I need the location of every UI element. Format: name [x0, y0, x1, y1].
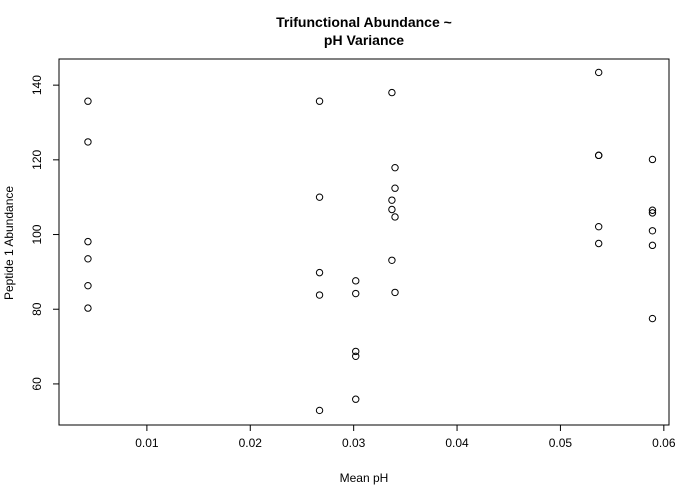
chart-title-line-1: Trifunctional Abundance ~ — [276, 14, 452, 30]
data-point — [352, 395, 360, 403]
data-point — [352, 352, 360, 360]
x-tick-label: 0.02 — [239, 436, 263, 450]
data-point — [84, 255, 92, 263]
data-point — [388, 256, 396, 264]
data-point — [648, 227, 657, 235]
plot-area-frame — [58, 58, 670, 426]
data-point — [594, 222, 603, 231]
y-tick-label: 80 — [30, 302, 44, 316]
data-point — [648, 206, 657, 214]
y-tick-label: 120 — [30, 150, 44, 170]
data-point — [84, 237, 92, 246]
x-tick-label: 0.06 — [652, 436, 676, 450]
data-point — [594, 239, 603, 248]
y-axis: 60 80 100 120 140 — [30, 75, 59, 391]
data-point — [648, 155, 657, 164]
data-point — [391, 213, 399, 221]
data-point — [315, 291, 324, 299]
data-point — [391, 163, 399, 172]
y-axis-label: Peptide 1 Abundance — [2, 186, 16, 300]
data-points — [84, 68, 657, 415]
data-point — [648, 241, 657, 250]
data-point — [315, 193, 324, 201]
data-point — [84, 97, 92, 105]
data-point — [315, 97, 324, 105]
x-tick-label: 0.04 — [445, 436, 469, 450]
data-point — [84, 304, 92, 312]
data-point — [594, 68, 603, 77]
x-tick-label: 0.03 — [342, 436, 366, 450]
data-point — [391, 288, 399, 297]
data-point — [391, 184, 399, 192]
y-tick-label: 100 — [30, 224, 44, 244]
data-point — [84, 281, 92, 290]
y-tick-label: 140 — [30, 75, 44, 95]
data-point — [648, 209, 657, 217]
data-point — [388, 196, 396, 204]
data-point — [388, 88, 396, 97]
x-tick-label: 0.01 — [135, 436, 159, 450]
data-point — [388, 205, 396, 214]
data-point — [315, 268, 324, 277]
data-point — [594, 151, 603, 160]
data-point — [352, 289, 360, 298]
x-tick-label: 0.05 — [549, 436, 573, 450]
x-axis: 0.01 0.02 0.03 0.04 0.05 0.06 — [135, 425, 676, 450]
data-point — [315, 406, 324, 415]
y-tick-label: 60 — [30, 377, 44, 391]
data-point — [84, 138, 92, 146]
chart-title-line-2: pH Variance — [324, 32, 404, 48]
data-point — [352, 277, 360, 285]
data-point — [648, 314, 657, 323]
data-point — [352, 347, 360, 356]
x-axis-label: Mean pH — [340, 471, 389, 485]
